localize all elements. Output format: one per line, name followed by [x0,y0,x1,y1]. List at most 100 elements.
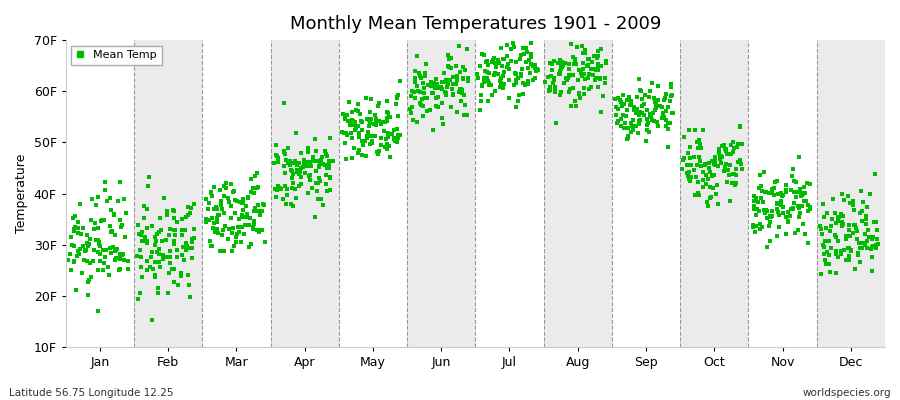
Point [227,187,241,194]
Point [429,81,444,87]
Point [223,180,238,187]
Point [455,76,470,82]
Point [584,84,598,90]
Point [642,128,656,135]
Point [644,88,658,94]
Point [229,234,243,240]
Point [222,199,237,206]
Point [159,208,174,214]
Point [374,121,389,128]
Point [680,150,695,156]
Point [680,162,695,168]
Point [131,222,146,229]
Point [543,87,557,93]
Point [283,157,297,164]
Point [68,226,82,232]
Point [181,204,195,210]
Point [284,166,298,173]
Point [340,112,355,118]
Point [793,209,807,216]
Point [767,184,781,191]
Point [869,235,884,242]
Point [555,34,570,40]
Point [813,223,827,230]
Point [861,227,876,234]
Point [796,192,810,198]
Point [500,64,514,70]
Point [244,241,258,248]
Point [554,89,568,95]
Point [620,134,634,141]
Point [774,202,788,208]
Point [103,195,117,202]
Point [788,229,803,236]
Point [220,179,234,186]
Point [569,61,583,68]
Point [352,147,366,154]
Point [247,221,261,228]
Point [81,243,95,250]
Point [633,87,647,93]
Point [698,180,713,187]
Point [418,70,432,76]
Point [542,87,556,93]
Point [341,118,356,124]
Point [91,267,105,273]
Point [712,148,726,154]
Point [479,59,493,65]
Point [623,101,637,108]
Point [131,296,146,302]
Point [500,42,514,48]
Point [318,162,332,168]
Point [443,77,457,84]
Point [746,222,760,228]
Point [825,196,840,202]
Point [417,85,431,92]
Point [236,197,250,203]
Point [516,90,530,97]
Point [223,203,238,210]
Point [148,234,162,240]
Point [348,118,363,125]
Point [348,125,363,131]
Point [297,156,311,163]
Point [212,230,226,237]
Point [557,79,572,86]
Point [338,140,352,146]
Point [442,64,456,70]
Point [865,244,879,250]
Point [346,120,360,127]
Point [574,70,589,76]
Point [755,188,770,194]
Point [689,139,704,145]
Point [854,188,868,194]
Point [456,74,471,81]
Point [71,219,86,225]
Point [778,189,793,195]
Point [729,166,743,172]
Point [134,254,148,260]
Point [104,229,118,235]
Point [472,62,487,69]
Point [437,89,452,95]
Point [184,239,199,246]
Point [423,82,437,89]
Point [380,98,394,104]
Point [286,179,301,186]
Point [803,181,817,187]
Point [541,74,555,80]
Point [776,192,790,198]
Point [239,211,254,218]
Point [770,233,784,239]
Point [179,247,194,254]
Point [390,94,404,101]
Point [405,88,419,94]
Point [650,118,664,125]
Point [322,158,337,164]
Point [461,75,475,81]
Point [509,59,524,65]
Point [167,232,182,238]
Point [419,61,434,68]
Bar [544,40,612,347]
Point [424,82,438,89]
